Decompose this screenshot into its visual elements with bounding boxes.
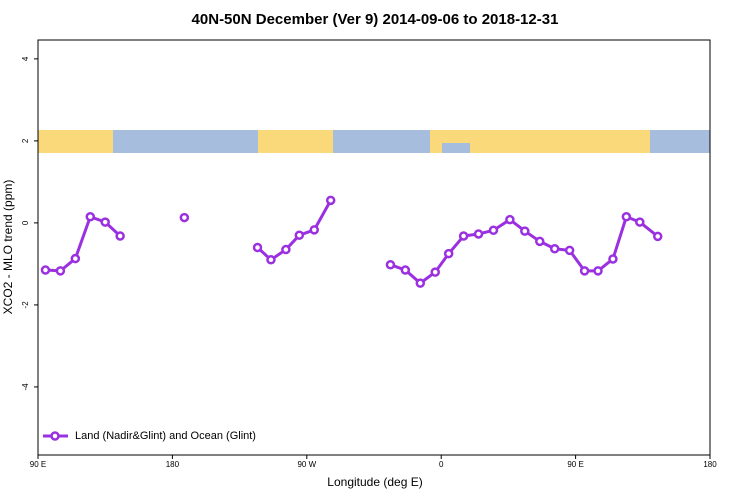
y-axis-label: XCO2 - MLO trend (ppm): [1, 180, 15, 315]
point: [652, 231, 663, 242]
point: [473, 229, 484, 239]
x-tick-label: 0: [439, 460, 444, 469]
point: [520, 226, 530, 236]
y-tick-label: -2: [21, 301, 30, 309]
point: [635, 217, 645, 227]
point: [309, 225, 320, 235]
point: [564, 245, 575, 256]
x-tick-label: 180: [166, 460, 180, 469]
point: [266, 255, 276, 265]
point: [579, 266, 590, 276]
x-axis-label: Longitude (deg E): [327, 475, 422, 489]
point: [505, 214, 515, 225]
legend-marker: [50, 431, 60, 441]
point: [608, 254, 618, 264]
map-land: [258, 130, 333, 153]
point: [179, 212, 190, 223]
point: [85, 211, 96, 222]
map-land: [430, 130, 442, 153]
point: [40, 265, 51, 275]
point: [115, 231, 125, 241]
x-tick-label: 90 W: [297, 460, 316, 469]
plot-frame: [37, 39, 711, 456]
map-land: [470, 130, 650, 153]
point: [252, 242, 263, 253]
y-tick-label: 2: [21, 138, 30, 143]
point: [593, 266, 603, 276]
x-tick-label: 90 E: [567, 460, 583, 469]
chart-title: 40N-50N December (Ver 9) 2014-09-06 to 2…: [192, 11, 559, 28]
point: [535, 236, 545, 247]
y-tick-label: 0: [21, 220, 30, 225]
point: [458, 231, 469, 241]
point: [415, 278, 426, 288]
point: [281, 244, 291, 255]
point: [621, 211, 632, 222]
point: [549, 243, 560, 254]
point: [400, 265, 411, 275]
point: [430, 267, 440, 277]
legend-label: Land (Nadir&Glint) and Ocean (Glint): [75, 430, 256, 442]
point: [55, 266, 66, 276]
x-tick-label: 180: [703, 460, 717, 469]
series-line: [45, 199, 659, 286]
point: [488, 225, 499, 236]
point: [294, 230, 305, 240]
point: [325, 195, 336, 206]
y-tick-label: 4: [21, 56, 30, 61]
y-tick-label: -4: [21, 383, 30, 391]
point: [443, 248, 454, 259]
map-land: [442, 130, 470, 143]
map-strip: [38, 130, 710, 153]
point: [100, 217, 110, 227]
x-tick-label: 90 E: [30, 460, 46, 469]
point: [385, 259, 396, 270]
point: [70, 253, 81, 264]
map-land: [38, 130, 113, 153]
